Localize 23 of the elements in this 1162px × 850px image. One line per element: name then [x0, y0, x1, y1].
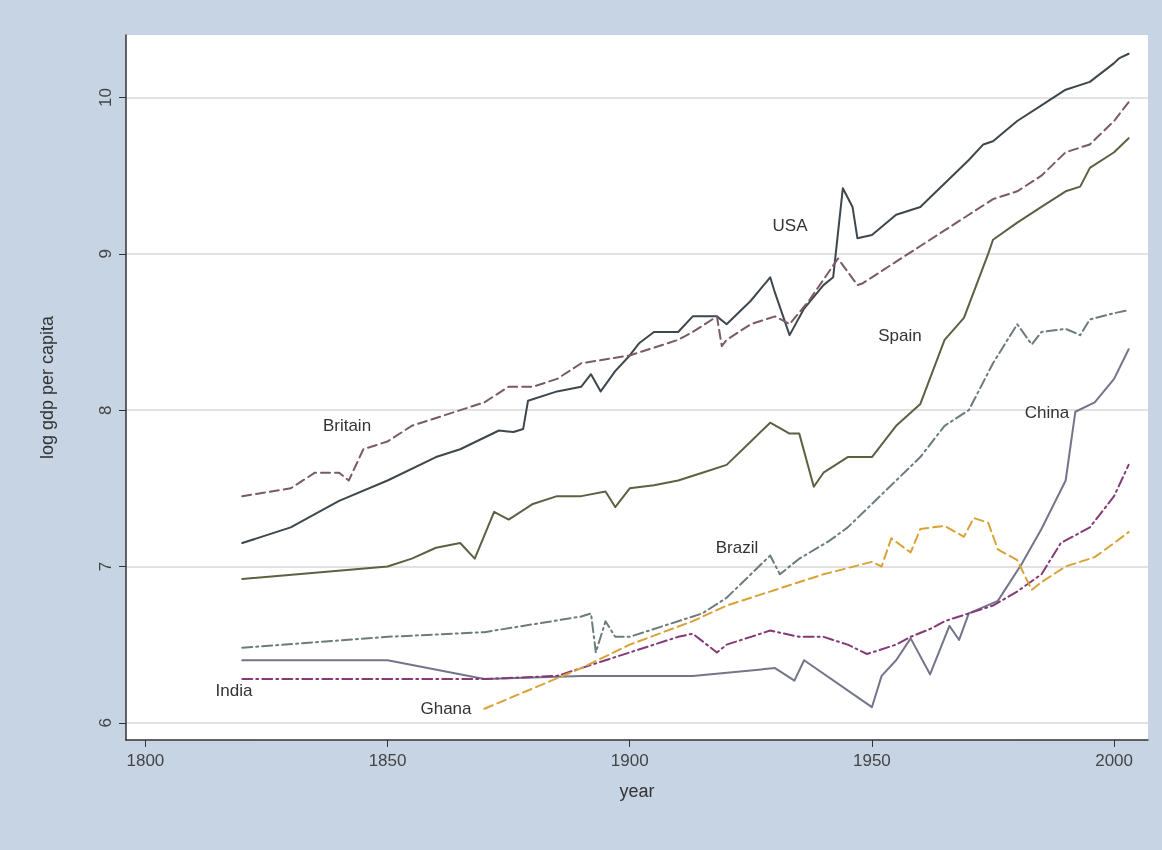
series-label: Britain — [322, 415, 372, 435]
y-tick-label: 9 — [96, 249, 115, 259]
series-label: USA — [772, 215, 809, 235]
x-tick-label: 1800 — [126, 751, 165, 770]
line-series — [241, 137, 1130, 580]
series-label: Spain — [878, 325, 922, 345]
y-tick-label: 7 — [96, 561, 115, 572]
series-label: China — [1024, 402, 1070, 422]
y-tick-label: 8 — [96, 405, 115, 415]
series-label: India — [215, 680, 253, 700]
y-tick-label: 6 — [96, 718, 115, 728]
x-axis-title: year — [619, 781, 655, 801]
x-tick-label: 2000 — [1095, 751, 1134, 770]
line-series — [241, 101, 1130, 498]
line-series — [483, 517, 1130, 710]
y-axis-title: log gdp per capita — [37, 314, 57, 460]
series-label: Brazil — [715, 537, 759, 557]
x-tick-label: 1900 — [610, 751, 649, 770]
series-label: Ghana — [420, 698, 473, 718]
x-tick-label: 1850 — [368, 751, 407, 770]
y-tick-label: 10 — [96, 88, 115, 107]
x-tick-label: 1950 — [853, 751, 891, 770]
line-series — [241, 463, 1130, 681]
